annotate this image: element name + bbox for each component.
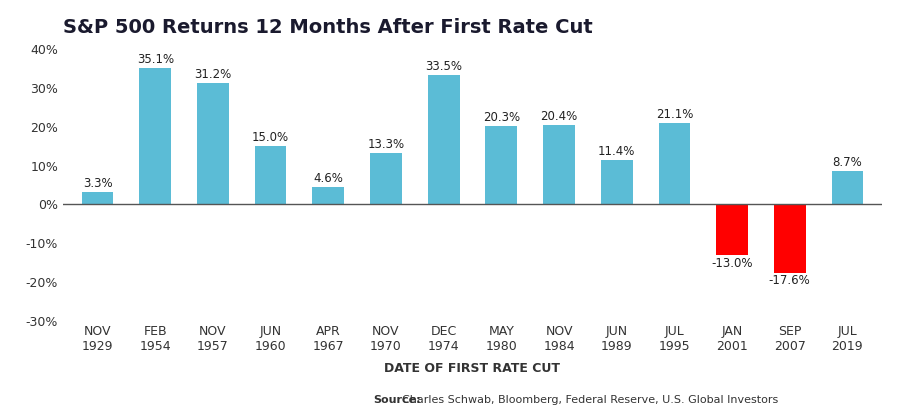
Bar	[197, 83, 229, 204]
Text: -17.6%: -17.6%	[769, 275, 811, 287]
Bar	[312, 187, 344, 204]
Text: 33.5%: 33.5%	[425, 60, 463, 73]
Bar	[716, 204, 748, 255]
Text: 15.0%: 15.0%	[252, 131, 289, 144]
Bar	[428, 74, 460, 204]
Bar	[140, 68, 171, 204]
X-axis label: DATE OF FIRST RATE CUT: DATE OF FIRST RATE CUT	[384, 362, 561, 375]
Text: 11.4%: 11.4%	[598, 145, 635, 158]
Text: 8.7%: 8.7%	[832, 156, 862, 169]
Bar	[255, 146, 286, 204]
Bar	[659, 122, 690, 204]
Text: Source:: Source:	[374, 395, 421, 405]
Bar	[832, 171, 863, 204]
Text: 13.3%: 13.3%	[367, 138, 404, 151]
Bar	[485, 126, 518, 204]
Text: -13.0%: -13.0%	[711, 256, 752, 270]
Text: S&P 500 Returns 12 Months After First Rate Cut: S&P 500 Returns 12 Months After First Ra…	[63, 18, 593, 37]
Text: 3.3%: 3.3%	[83, 177, 112, 189]
Text: 20.4%: 20.4%	[540, 110, 578, 123]
Bar	[601, 160, 633, 204]
Text: 35.1%: 35.1%	[137, 53, 174, 66]
Text: 20.3%: 20.3%	[482, 111, 520, 124]
Text: 4.6%: 4.6%	[313, 171, 343, 185]
Bar	[544, 125, 575, 204]
Bar	[774, 204, 806, 272]
Text: 21.1%: 21.1%	[656, 108, 693, 120]
Bar	[370, 153, 401, 204]
Bar	[82, 192, 113, 204]
Text: Charles Schwab, Bloomberg, Federal Reserve, U.S. Global Investors: Charles Schwab, Bloomberg, Federal Reser…	[374, 395, 778, 405]
Text: 31.2%: 31.2%	[194, 69, 231, 81]
